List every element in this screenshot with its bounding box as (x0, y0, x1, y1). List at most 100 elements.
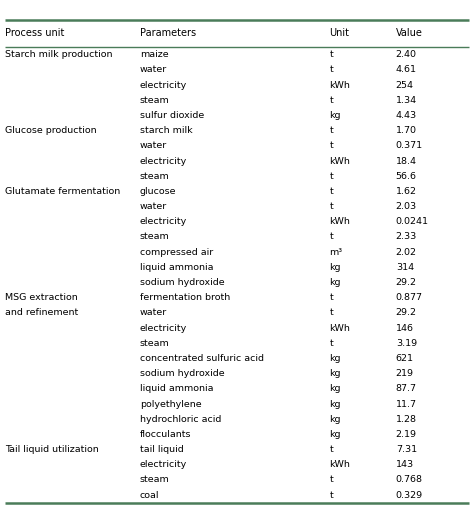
Text: t: t (329, 141, 333, 151)
Text: t: t (329, 187, 333, 196)
Text: 621: 621 (396, 354, 414, 363)
Text: water: water (140, 66, 167, 74)
Text: 87.7: 87.7 (396, 385, 417, 393)
Text: electricity: electricity (140, 157, 187, 165)
Text: sodium hydroxide: sodium hydroxide (140, 369, 225, 378)
Text: starch milk: starch milk (140, 126, 192, 135)
Text: 11.7: 11.7 (396, 399, 417, 409)
Text: steam: steam (140, 339, 170, 348)
Text: t: t (329, 339, 333, 348)
Text: 2.33: 2.33 (396, 232, 417, 242)
Text: 56.6: 56.6 (396, 172, 417, 181)
Text: tail liquid: tail liquid (140, 445, 183, 454)
Text: and refinement: and refinement (5, 308, 78, 317)
Text: t: t (329, 308, 333, 317)
Text: t: t (329, 293, 333, 302)
Text: kg: kg (329, 430, 341, 439)
Text: liquid ammonia: liquid ammonia (140, 263, 213, 272)
Text: water: water (140, 308, 167, 317)
Text: kWh: kWh (329, 80, 350, 90)
Text: m³: m³ (329, 248, 343, 257)
Text: MSG extraction: MSG extraction (5, 293, 77, 302)
Text: 1.28: 1.28 (396, 415, 417, 424)
Text: kWh: kWh (329, 324, 350, 333)
Text: 2.19: 2.19 (396, 430, 417, 439)
Text: 1.62: 1.62 (396, 187, 417, 196)
Text: 2.02: 2.02 (396, 248, 417, 257)
Text: kg: kg (329, 415, 341, 424)
Text: fermentation broth: fermentation broth (140, 293, 230, 302)
Text: kg: kg (329, 369, 341, 378)
Text: electricity: electricity (140, 80, 187, 90)
Text: steam: steam (140, 232, 170, 242)
Text: 2.40: 2.40 (396, 50, 417, 59)
Text: 143: 143 (396, 460, 414, 470)
Text: 0.877: 0.877 (396, 293, 423, 302)
Text: kg: kg (329, 399, 341, 409)
Text: compressed air: compressed air (140, 248, 213, 257)
Text: t: t (329, 66, 333, 74)
Text: Glucose production: Glucose production (5, 126, 96, 135)
Text: kg: kg (329, 111, 341, 120)
Text: 1.70: 1.70 (396, 126, 417, 135)
Text: 146: 146 (396, 324, 414, 333)
Text: water: water (140, 141, 167, 151)
Text: 219: 219 (396, 369, 414, 378)
Text: Parameters: Parameters (140, 28, 196, 38)
Text: electricity: electricity (140, 460, 187, 470)
Text: 0.371: 0.371 (396, 141, 423, 151)
Text: electricity: electricity (140, 217, 187, 226)
Text: kWh: kWh (329, 157, 350, 165)
Text: 29.2: 29.2 (396, 278, 417, 287)
Text: t: t (329, 490, 333, 500)
Text: sulfur dioxide: sulfur dioxide (140, 111, 204, 120)
Text: 4.61: 4.61 (396, 66, 417, 74)
Text: 3.19: 3.19 (396, 339, 417, 348)
Text: concentrated sulfuric acid: concentrated sulfuric acid (140, 354, 264, 363)
Text: Glutamate fermentation: Glutamate fermentation (5, 187, 120, 196)
Text: 314: 314 (396, 263, 414, 272)
Text: Value: Value (396, 28, 423, 38)
Text: hydrochloric acid: hydrochloric acid (140, 415, 221, 424)
Text: glucose: glucose (140, 187, 176, 196)
Text: sodium hydroxide: sodium hydroxide (140, 278, 225, 287)
Text: 7.31: 7.31 (396, 445, 417, 454)
Text: kg: kg (329, 278, 341, 287)
Text: liquid ammonia: liquid ammonia (140, 385, 213, 393)
Text: Starch milk production: Starch milk production (5, 50, 112, 59)
Text: 0.768: 0.768 (396, 476, 423, 484)
Text: kg: kg (329, 385, 341, 393)
Text: maize: maize (140, 50, 168, 59)
Text: t: t (329, 50, 333, 59)
Text: kg: kg (329, 354, 341, 363)
Text: 4.43: 4.43 (396, 111, 417, 120)
Text: flocculants: flocculants (140, 430, 191, 439)
Text: kWh: kWh (329, 217, 350, 226)
Text: polyethylene: polyethylene (140, 399, 201, 409)
Text: kWh: kWh (329, 460, 350, 470)
Text: 1.34: 1.34 (396, 96, 417, 105)
Text: t: t (329, 172, 333, 181)
Text: t: t (329, 96, 333, 105)
Text: 2.03: 2.03 (396, 202, 417, 211)
Text: t: t (329, 202, 333, 211)
Text: 0.0241: 0.0241 (396, 217, 429, 226)
Text: t: t (329, 232, 333, 242)
Text: Tail liquid utilization: Tail liquid utilization (5, 445, 99, 454)
Text: water: water (140, 202, 167, 211)
Text: electricity: electricity (140, 324, 187, 333)
Text: Unit: Unit (329, 28, 349, 38)
Text: steam: steam (140, 172, 170, 181)
Text: t: t (329, 126, 333, 135)
Text: 254: 254 (396, 80, 414, 90)
Text: steam: steam (140, 476, 170, 484)
Text: coal: coal (140, 490, 159, 500)
Text: kg: kg (329, 263, 341, 272)
Text: 0.329: 0.329 (396, 490, 423, 500)
Text: t: t (329, 476, 333, 484)
Text: 29.2: 29.2 (396, 308, 417, 317)
Text: 18.4: 18.4 (396, 157, 417, 165)
Text: t: t (329, 445, 333, 454)
Text: Process unit: Process unit (5, 28, 64, 38)
Text: steam: steam (140, 96, 170, 105)
